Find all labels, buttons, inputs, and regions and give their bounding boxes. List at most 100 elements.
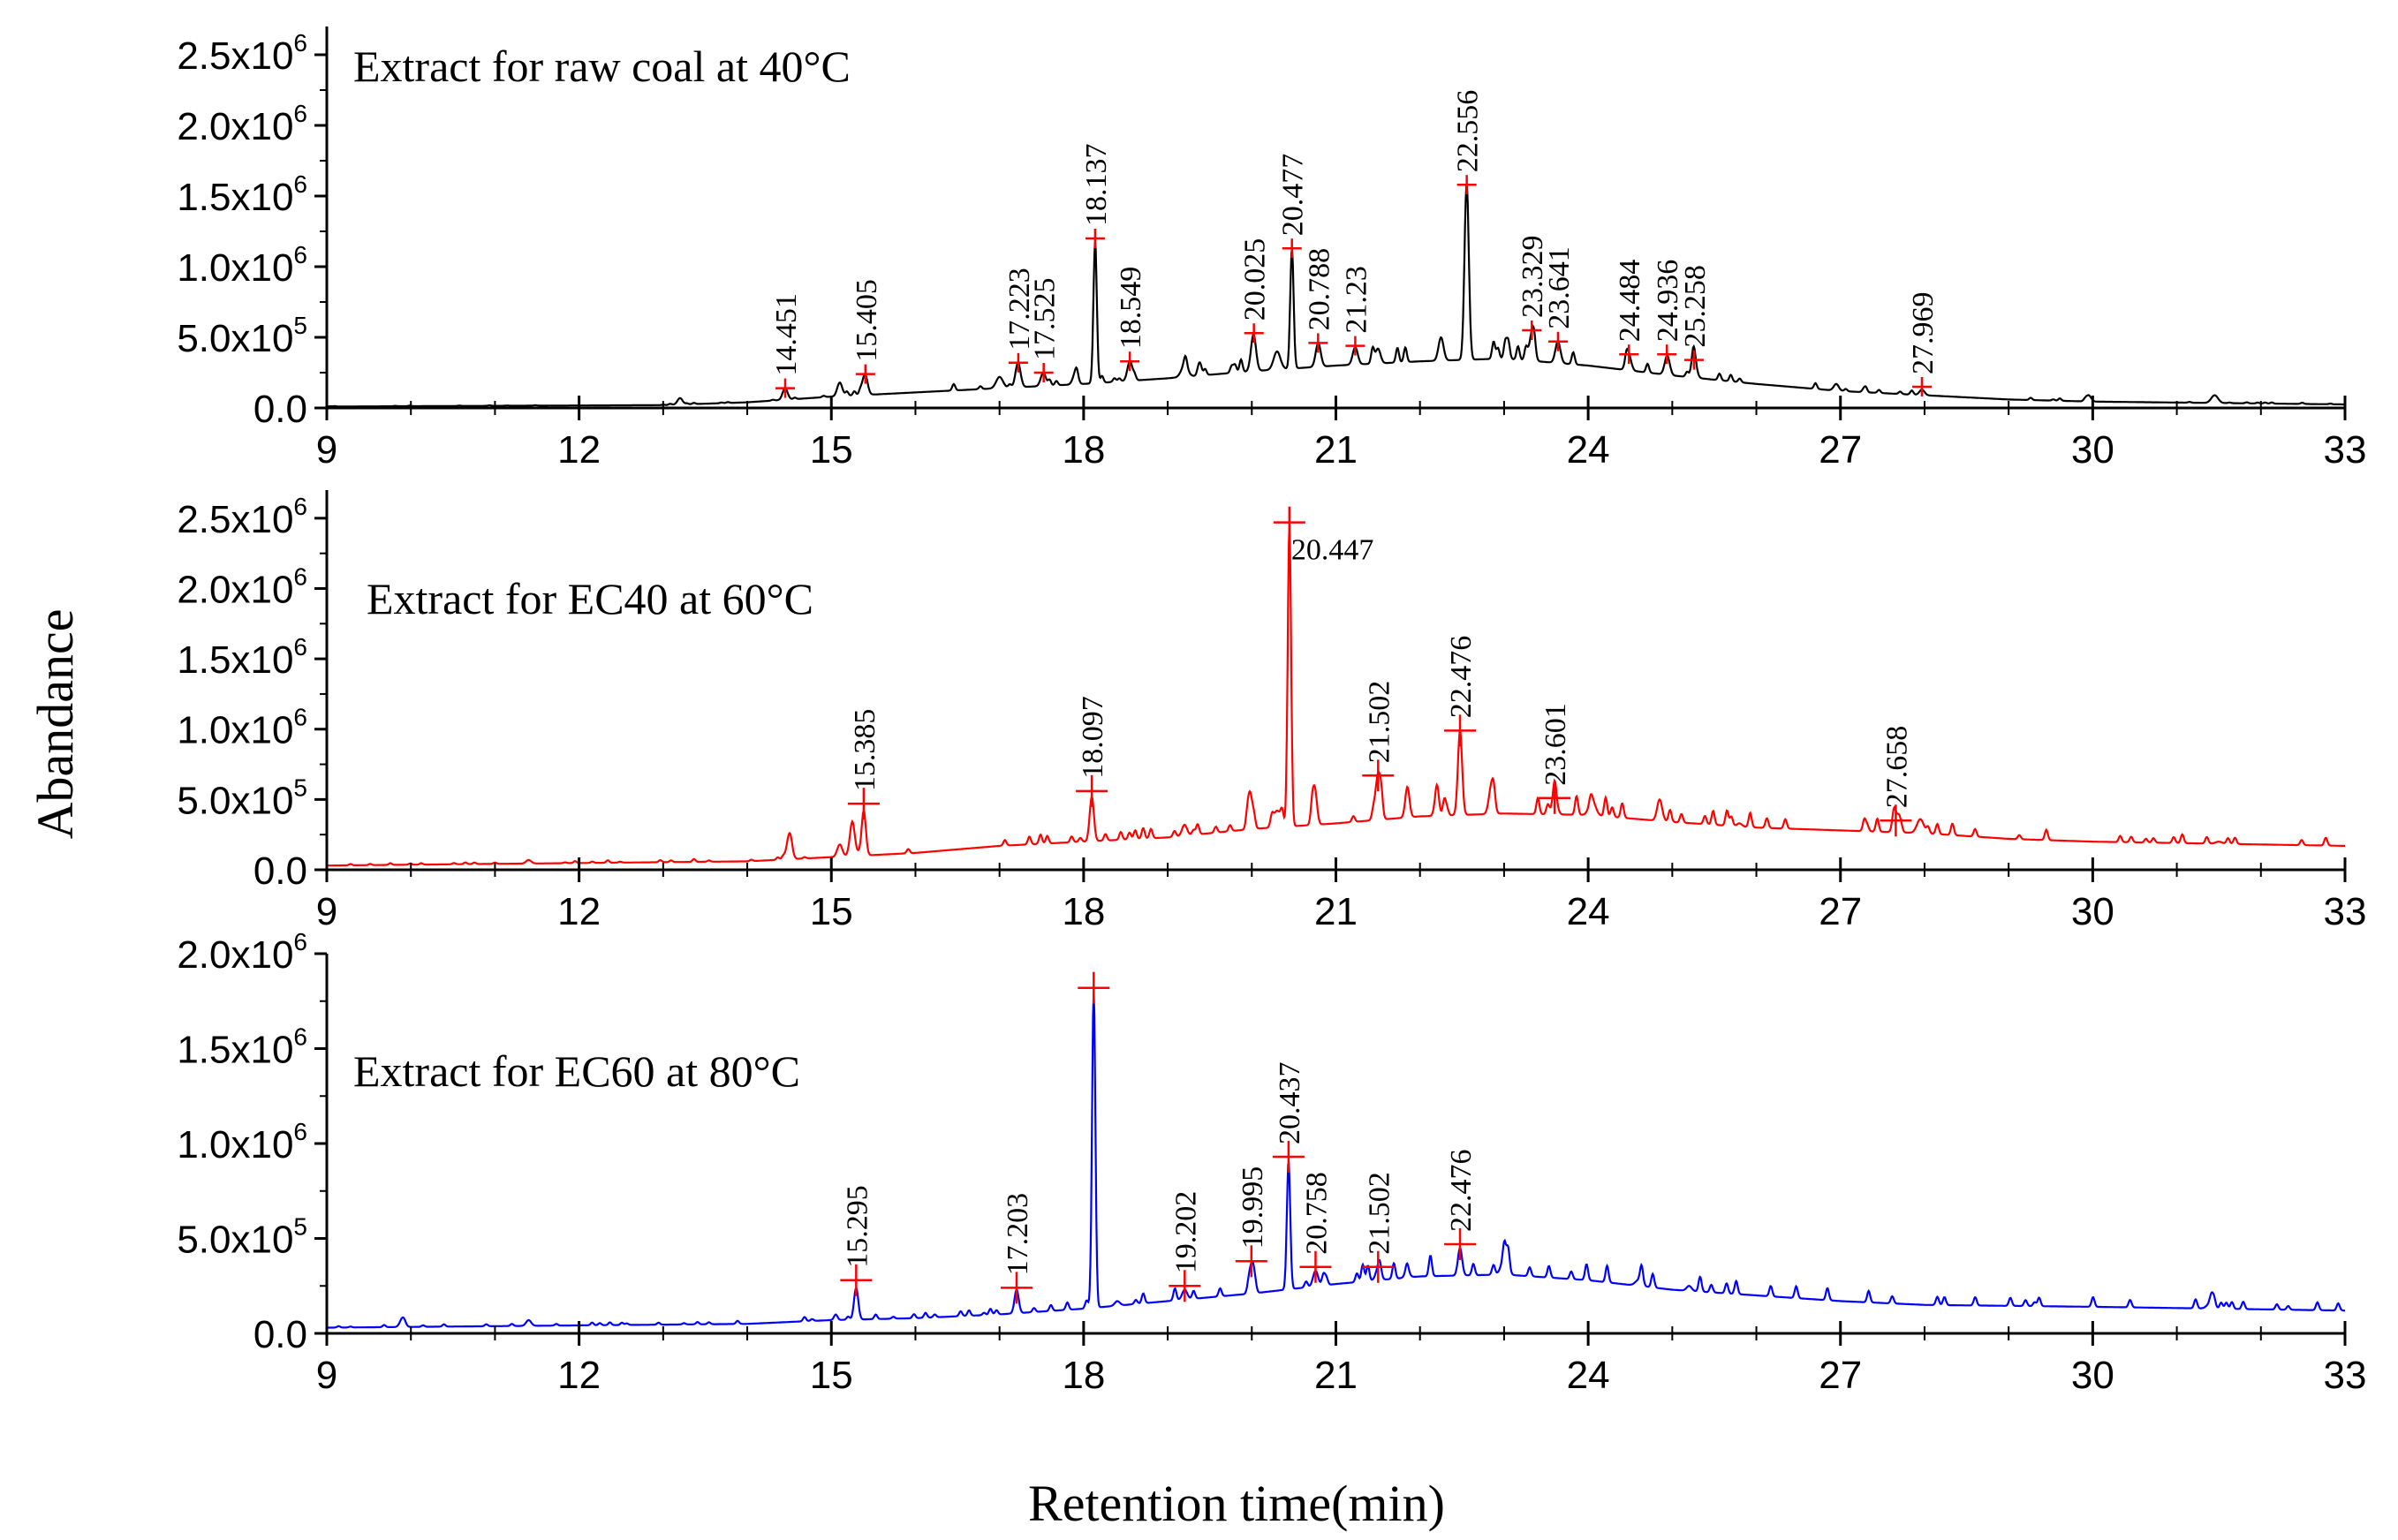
peak-label: 19.995 xyxy=(1237,1166,1269,1249)
x-tick-label: 15 xyxy=(810,428,853,472)
peak-label: 17.223 xyxy=(1003,268,1036,351)
y-axis-title: Abandance xyxy=(26,609,84,840)
x-tick-label: 24 xyxy=(1567,428,1610,472)
peak-marker xyxy=(1273,506,1305,539)
peak-label: 21.502 xyxy=(1363,1172,1396,1255)
peak-marker xyxy=(1362,1250,1395,1283)
x-tick-label: 33 xyxy=(2324,428,2367,472)
x-tick-label: 21 xyxy=(1314,1354,1358,1397)
panel-title: Extract for raw coal at 40°C xyxy=(353,42,851,91)
peak-label: 15.295 xyxy=(841,1185,874,1268)
peak-label: 19.202 xyxy=(1169,1191,1202,1274)
series-line xyxy=(327,525,2345,867)
peak-marker xyxy=(1683,350,1704,370)
x-tick-label: 12 xyxy=(557,428,601,472)
peak-label: 20.758 xyxy=(1301,1172,1334,1255)
x-tick-label: 33 xyxy=(2324,1354,2367,1397)
peak-marker xyxy=(1619,344,1639,365)
peak-label: 21.502 xyxy=(1363,681,1396,764)
panel-title: Extract for EC40 at 60°C xyxy=(367,574,813,623)
peak-label: 17.203 xyxy=(1002,1193,1034,1276)
y-tick-label: 2.0x106 xyxy=(177,100,307,148)
y-tick-label: 1.5x106 xyxy=(177,1023,307,1072)
peak-marker xyxy=(1444,1227,1477,1260)
x-tick-label: 24 xyxy=(1567,890,1610,933)
x-tick-label: 18 xyxy=(1062,428,1105,472)
x-tick-label: 12 xyxy=(557,1354,601,1397)
panel-1: 9 12 15 18 21 24 27 30 33 0.0 5.0x105 1.0x106 1.5x10… xyxy=(177,26,2366,472)
y-tick-label: 1.0x106 xyxy=(177,704,307,752)
peak-label: 23.601 xyxy=(1539,703,1572,786)
peak-label: 23.329 xyxy=(1517,236,1549,319)
y-tick-label: 0.0 xyxy=(253,1313,307,1356)
peak-marker xyxy=(1085,229,1105,248)
peak-marker xyxy=(1345,336,1365,356)
peak-label: 17.525 xyxy=(1029,278,1062,361)
peak-marker xyxy=(840,1264,873,1296)
x-tick-label: 27 xyxy=(1819,890,1862,933)
peak-marker xyxy=(1033,363,1054,382)
y-tick-label: 0.0 xyxy=(253,849,307,893)
peak-marker xyxy=(1008,352,1028,373)
peak-marker xyxy=(1000,1272,1033,1304)
series-line xyxy=(327,184,2345,408)
x-tick-label: 18 xyxy=(1062,1354,1105,1397)
x-tick-label: 21 xyxy=(1314,890,1358,933)
peak-marker xyxy=(1235,1245,1267,1278)
x-tick-label: 27 xyxy=(1819,1354,1862,1397)
peak-label: 22.476 xyxy=(1445,636,1478,719)
y-tick-label: 5.0x105 xyxy=(177,1213,307,1262)
peak-label: 18.549 xyxy=(1115,267,1147,350)
series-line xyxy=(327,991,2345,1329)
panels: 9 12 15 18 21 24 27 30 33 0.0 5.0x105 1.0x106 1.5x10… xyxy=(177,26,2366,1397)
x-tick-label: 15 xyxy=(810,890,853,933)
panel-title: Extract for EC60 at 80°C xyxy=(353,1046,800,1096)
y-tick-label: 1.0x106 xyxy=(177,241,307,290)
peak-marker xyxy=(1272,1141,1305,1174)
y-tick-label: 1.5x106 xyxy=(177,633,307,682)
y-tick-label: 2.5x106 xyxy=(177,493,307,541)
peak-label: 27.658 xyxy=(1880,726,1913,809)
peak-label: 15.385 xyxy=(849,709,881,792)
panel-3: 9 12 15 18 21 24 27 30 33 0.0 5.0x105 1.0x106 1.5x10… xyxy=(177,928,2366,1397)
peak-label: 18.097 xyxy=(1077,696,1109,779)
peak-label: 15.405 xyxy=(851,279,883,362)
peak-marker xyxy=(1120,351,1140,372)
peak-marker xyxy=(1912,377,1933,396)
x-tick-label: 9 xyxy=(316,428,337,472)
x-tick-label: 30 xyxy=(2071,1354,2114,1397)
peak-label: 22.556 xyxy=(1452,90,1485,173)
peak-label: 18.137 xyxy=(1080,144,1113,227)
peak-label: 24.936 xyxy=(1652,260,1684,343)
y-tick-label: 2.0x106 xyxy=(177,928,307,977)
x-tick-label: 24 xyxy=(1567,1354,1610,1397)
peak-marker xyxy=(1880,804,1912,837)
y-tick-label: 0.0 xyxy=(253,388,307,431)
x-tick-label: 30 xyxy=(2071,428,2114,472)
x-tick-label: 12 xyxy=(557,890,601,933)
peak-marker xyxy=(1522,321,1542,340)
peak-label: 22.476 xyxy=(1445,1150,1478,1233)
peak-marker xyxy=(1078,971,1110,1004)
peak-marker xyxy=(1657,344,1677,365)
x-tick-label: 33 xyxy=(2324,890,2367,933)
peak-marker xyxy=(855,364,875,384)
y-tick-label: 2.5x106 xyxy=(177,29,307,78)
x-tick-label: 21 xyxy=(1314,428,1358,472)
x-tick-label: 9 xyxy=(316,1354,337,1397)
peak-marker xyxy=(1244,323,1264,343)
peak-label: 23.641 xyxy=(1543,246,1576,329)
x-axis-title: Retention time(min) xyxy=(1028,1475,1445,1532)
x-tick-label: 9 xyxy=(316,890,337,933)
peak-marker xyxy=(1282,238,1302,259)
x-tick-label: 27 xyxy=(1819,428,1862,472)
peak-marker xyxy=(1456,175,1477,195)
peak-label: 20.025 xyxy=(1239,238,1272,321)
peak-marker xyxy=(1547,331,1568,351)
peak-label: 20.477 xyxy=(1277,154,1310,237)
peak-marker xyxy=(1299,1250,1332,1283)
peak-label: 20.788 xyxy=(1303,248,1335,331)
y-tick-label: 5.0x105 xyxy=(177,312,307,360)
x-tick-label: 18 xyxy=(1062,890,1105,933)
